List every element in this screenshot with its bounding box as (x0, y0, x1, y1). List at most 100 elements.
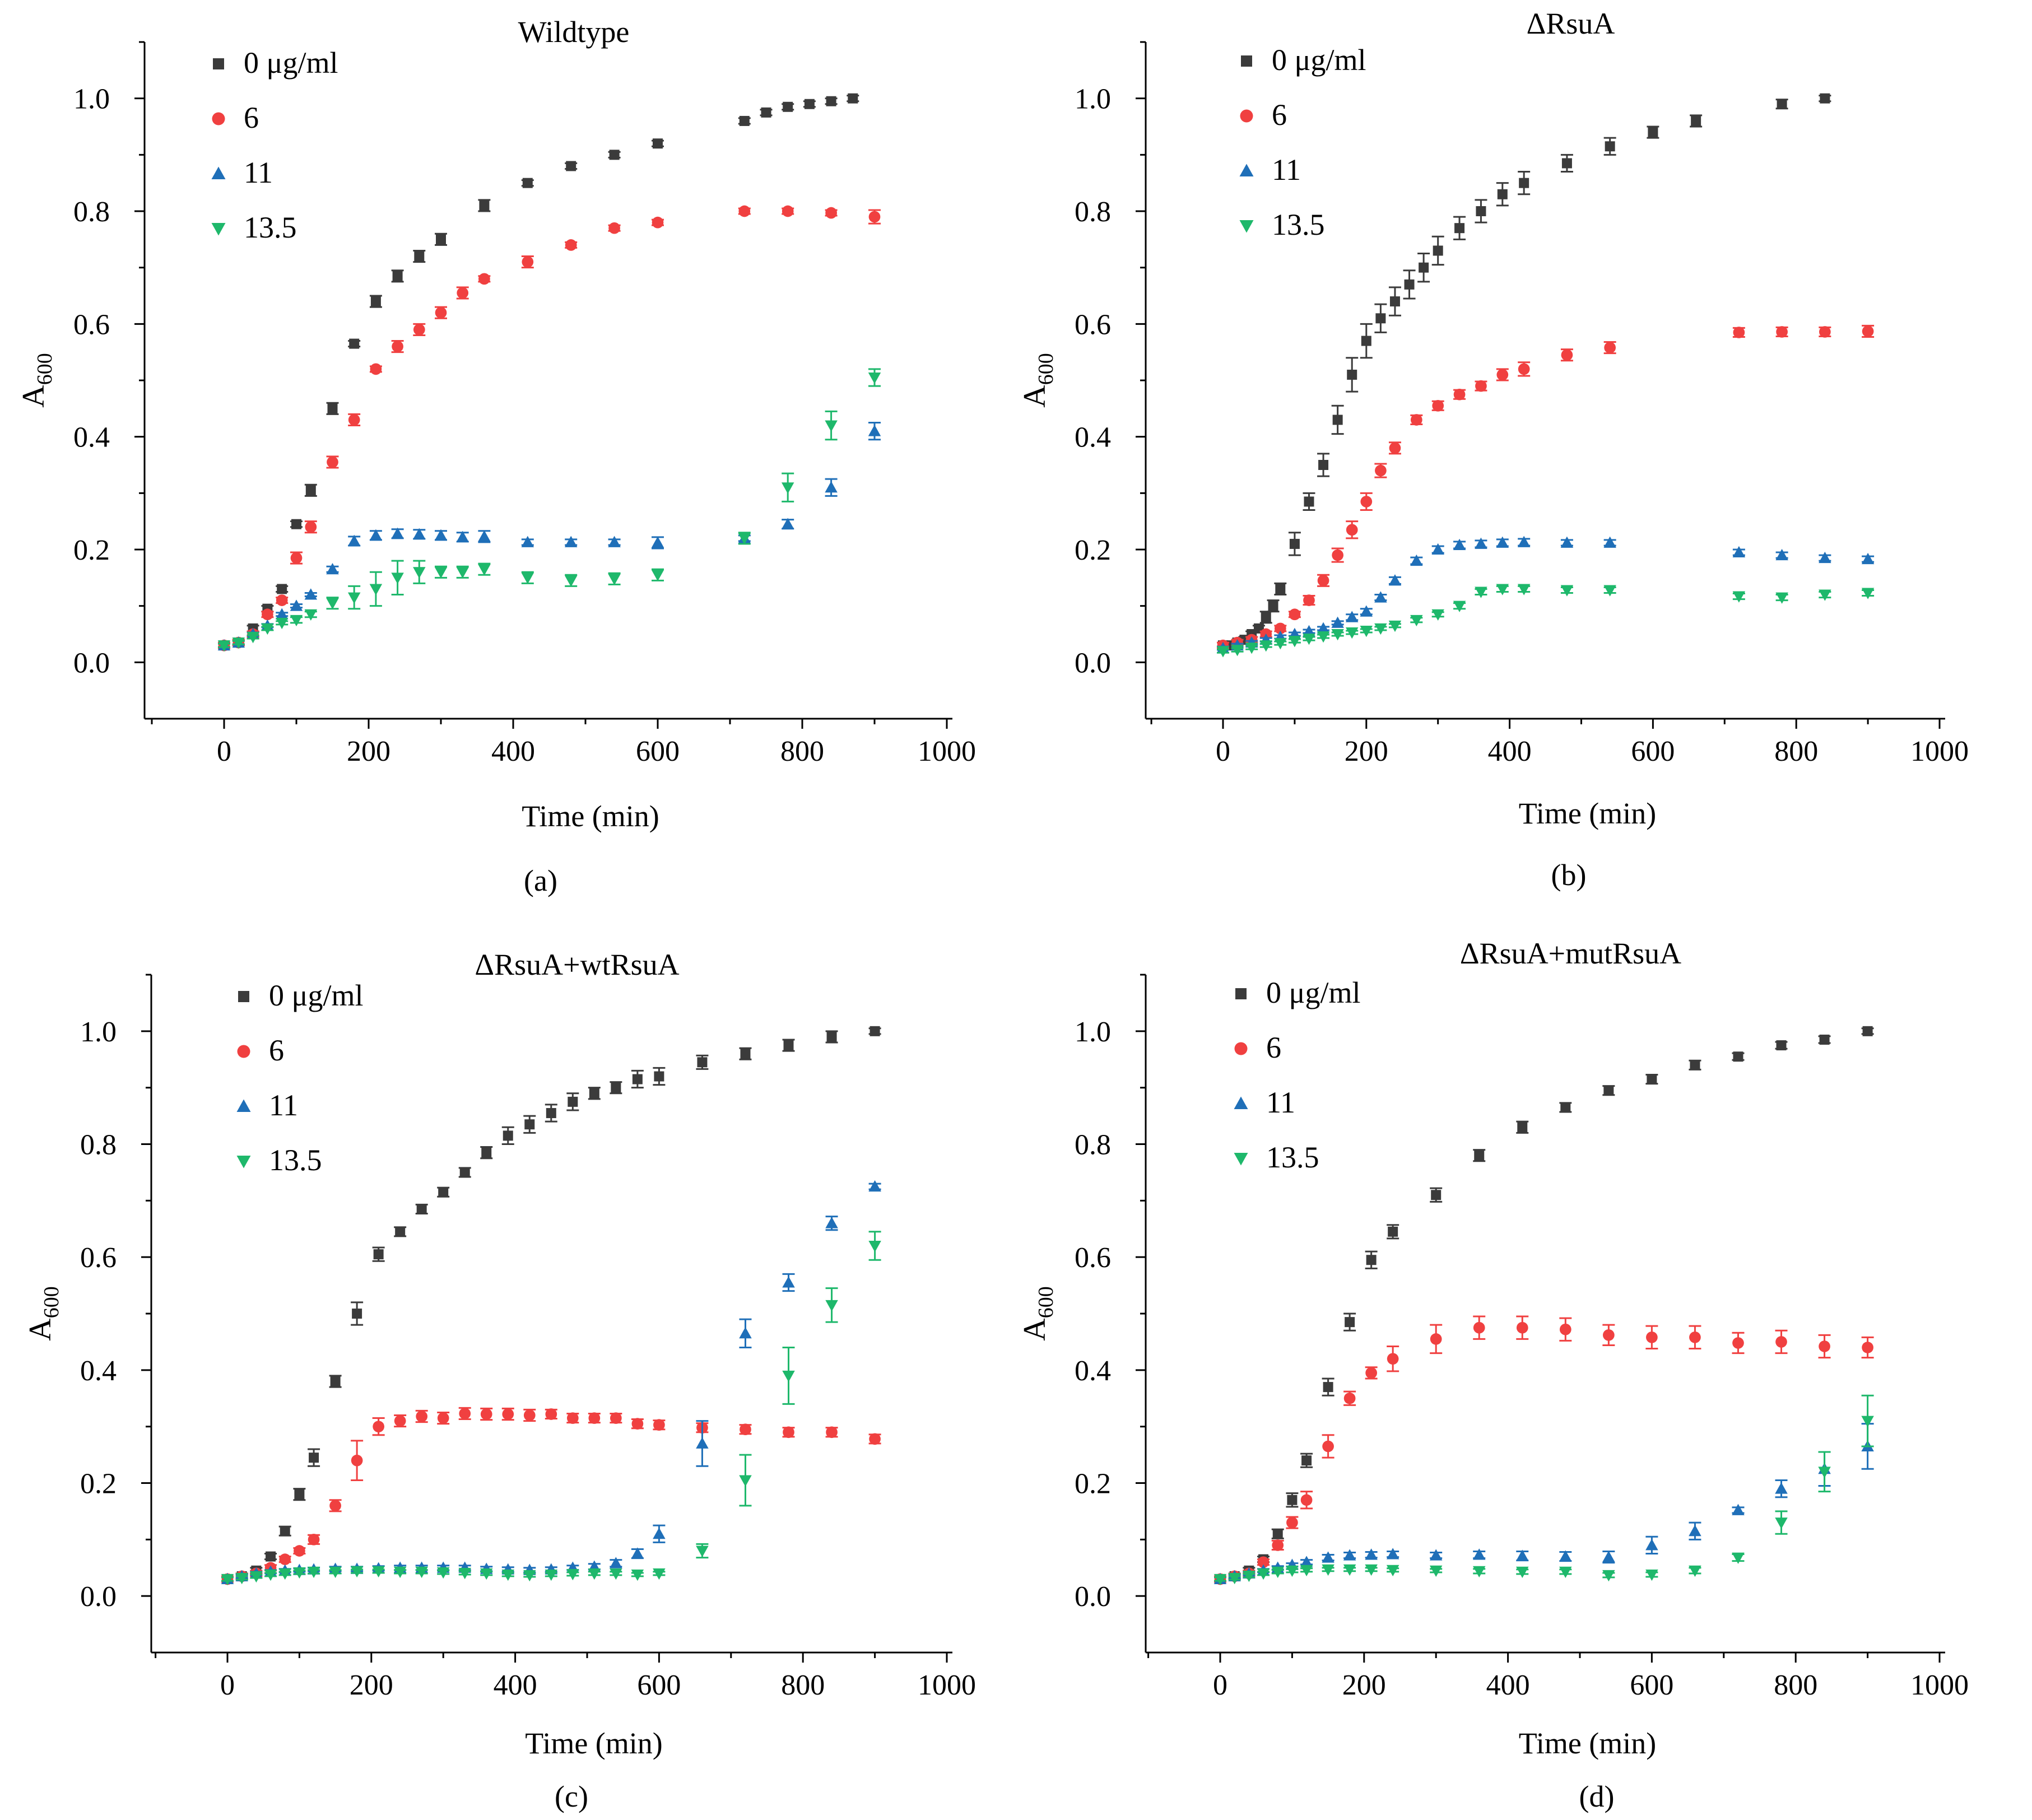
data-point (1304, 496, 1314, 507)
data-point (608, 574, 621, 585)
x-tick-label: 400 (494, 1669, 537, 1701)
data-point (1343, 1392, 1356, 1404)
data-point (1429, 1549, 1443, 1561)
x-axis-label: Time (min) (1519, 797, 1657, 830)
y-tick-label: 0.0 (1075, 1581, 1111, 1613)
data-point (1289, 538, 1300, 549)
data-point (1317, 575, 1329, 587)
x-tick-label: 0 (1216, 736, 1230, 767)
data-point (1690, 1060, 1700, 1070)
data-point (1360, 496, 1373, 508)
data-point (1475, 587, 1487, 598)
y-axis-label: A600 (1017, 1286, 1058, 1340)
data-point (1496, 536, 1509, 548)
y-tick-label: 1.0 (80, 1016, 117, 1048)
data-point (1431, 609, 1444, 621)
data-point (501, 1569, 515, 1581)
data-point (521, 572, 534, 584)
legend-marker-13-5 (211, 223, 226, 236)
data-point (278, 1568, 291, 1580)
data-point (329, 1566, 342, 1579)
chart-title: Wildtype (518, 15, 630, 49)
data-point (1257, 1556, 1270, 1568)
data-point (1323, 1382, 1333, 1393)
data-point (304, 588, 318, 600)
data-point (262, 608, 273, 621)
legend-marker-13-5 (1234, 1153, 1248, 1166)
data-point (1288, 636, 1301, 648)
legend: 0 μg/ml 6 11 13.5 (236, 979, 363, 1177)
y-axis-label: A600 (16, 353, 57, 407)
data-point (481, 1147, 492, 1158)
data-point (280, 1526, 290, 1537)
data-point (783, 101, 793, 112)
data-point (1603, 1085, 1614, 1096)
data-point (1560, 536, 1574, 548)
data-point (309, 1453, 319, 1463)
data-point (1472, 1566, 1486, 1578)
data-point (1475, 380, 1487, 392)
data-point (456, 567, 469, 579)
data-point (393, 1566, 407, 1579)
data-point (1516, 1321, 1528, 1334)
series-6 (218, 205, 881, 651)
data-point (480, 1568, 493, 1580)
data-point (266, 1551, 276, 1562)
data-point (1345, 611, 1359, 622)
data-point (1689, 1332, 1701, 1343)
y-tick-label: 0.8 (1075, 1129, 1111, 1161)
data-point (1647, 1074, 1657, 1084)
data-point (1374, 623, 1387, 635)
data-point (1496, 369, 1509, 381)
data-point (1820, 93, 1830, 104)
y-tick-label: 0.6 (80, 1242, 117, 1274)
chart-title: ΔRsuA (1527, 7, 1615, 40)
data-point (1431, 1190, 1442, 1200)
data-point (1300, 1565, 1313, 1577)
data-point (1732, 1504, 1745, 1515)
data-point (1862, 325, 1874, 337)
data-point (1775, 1336, 1787, 1348)
y-axis-label-subscript: 600 (33, 353, 57, 385)
data-point (1213, 1574, 1227, 1586)
data-point (1289, 608, 1301, 621)
data-point (416, 1204, 427, 1214)
data-point (545, 1569, 558, 1581)
data-point (740, 1423, 751, 1436)
data-point (1472, 1548, 1486, 1560)
data-point (1691, 115, 1701, 126)
data-point (1322, 1551, 1334, 1563)
data-point (869, 1026, 880, 1036)
data-point (1345, 1317, 1355, 1328)
data-point (478, 273, 490, 285)
data-point (435, 306, 447, 319)
data-point (1374, 591, 1387, 603)
data-point (436, 1567, 450, 1579)
data-point (1216, 646, 1230, 658)
data-point (610, 1557, 622, 1568)
data-point (459, 1408, 471, 1419)
data-point (1819, 1340, 1830, 1352)
data-point (1365, 1367, 1377, 1379)
y-axis-label-main: A (16, 385, 51, 408)
data-point (804, 99, 815, 109)
data-point (1301, 1455, 1312, 1466)
data-point (326, 562, 339, 575)
y-axis-label-main: A (1017, 1318, 1052, 1341)
data-point (434, 567, 448, 579)
data-point (1365, 1548, 1378, 1560)
x-axis-label: Time (min) (1519, 1726, 1657, 1760)
data-point (1602, 1570, 1615, 1582)
data-point (369, 584, 383, 595)
data-point (631, 1418, 644, 1430)
data-point (413, 324, 425, 336)
data-point (739, 1475, 752, 1487)
data-point (478, 564, 491, 576)
data-point (1475, 537, 1487, 549)
data-point (1519, 178, 1529, 188)
data-point (373, 1421, 384, 1433)
data-point (848, 93, 858, 104)
legend-label: 11 (1266, 1086, 1295, 1119)
data-point (1387, 1353, 1399, 1365)
data-point (1386, 1548, 1399, 1560)
